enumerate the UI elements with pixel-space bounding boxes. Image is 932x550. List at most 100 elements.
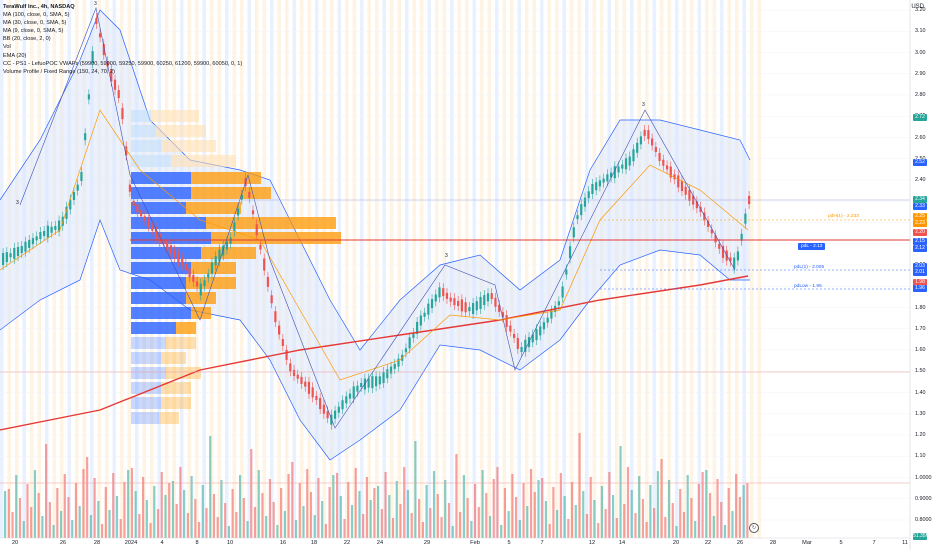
volume-bar: [511, 474, 514, 538]
volume-bar: [500, 525, 503, 538]
volume-bar: [395, 481, 398, 538]
peak-mark: 3: [445, 253, 448, 259]
price-tick-label: 2.90: [915, 70, 926, 77]
volume-bar: [399, 504, 402, 538]
candle-body: [229, 237, 232, 244]
volume-bar: [343, 519, 346, 538]
candle-body: [550, 310, 553, 319]
session-stripe: [757, 0, 761, 538]
volume-bar: [250, 449, 253, 538]
candle-body: [416, 321, 419, 334]
candle-body: [434, 294, 437, 302]
candle-body: [300, 376, 303, 384]
volume-bar: [45, 444, 48, 538]
volume-bar: [559, 473, 562, 538]
volume-bar: [194, 499, 197, 538]
candle-body: [13, 247, 16, 259]
candle-body: [140, 210, 143, 217]
legend-vwap[interactable]: CC - PS1 - LefuoPOC VWAPs (59900, 59900,…: [3, 60, 243, 67]
volume-bar: [205, 508, 208, 538]
candle-body: [274, 311, 277, 323]
session-stripe: [382, 0, 386, 538]
candle-body: [98, 33, 102, 38]
price-tick-label: 1.40: [915, 389, 926, 396]
legend-bb[interactable]: BB (20, close, 2, 0): [3, 36, 51, 43]
session-stripe: [525, 0, 529, 538]
volume-bar: [436, 494, 439, 538]
candle-body: [710, 229, 713, 234]
volume-bar: [533, 492, 536, 538]
zigzag-line: [19, 6, 736, 429]
candle-body: [509, 325, 512, 332]
volume-bar: [492, 479, 495, 538]
legend-vol[interactable]: Vol: [3, 44, 11, 51]
legend-ma30[interactable]: MA (30, close, 0, SMA, 5): [3, 20, 67, 27]
pdlow-line-label: pdLow - 1.95: [794, 284, 822, 289]
time-tick-label: 28: [769, 540, 777, 546]
price-tick-label: 3.10: [915, 28, 926, 35]
candle-body: [662, 159, 665, 166]
legend-ema[interactable]: EMA (20): [3, 52, 27, 59]
volume-bar: [414, 441, 417, 538]
candle-body: [5, 252, 8, 263]
candle-body: [207, 273, 210, 278]
volume-bar: [664, 517, 667, 538]
candle-body: [714, 235, 717, 243]
candle-body: [281, 339, 284, 346]
volume-bar: [731, 511, 734, 538]
volume-bar: [600, 486, 603, 538]
candle-body: [524, 339, 527, 352]
session-stripe: [112, 0, 116, 538]
volume-bar: [429, 508, 432, 538]
volume-bar: [470, 521, 473, 538]
candle-body: [16, 247, 20, 257]
volume-bar: [313, 515, 316, 538]
candle-body: [311, 387, 314, 398]
candle-body: [464, 302, 467, 313]
legend-ma9[interactable]: MA (9, close, 0, SMA, 5): [3, 28, 64, 35]
candle-body: [479, 296, 482, 309]
candle-body: [624, 158, 628, 170]
currency-badge[interactable]: USD: [911, 4, 924, 10]
candle-body: [214, 256, 217, 266]
candle-body: [494, 297, 497, 307]
candle-body: [386, 369, 389, 379]
volume-bar: [537, 480, 540, 538]
volume-bar: [246, 521, 249, 538]
candle-body: [744, 213, 747, 224]
volume-profile-down: [161, 382, 191, 394]
candle-body: [576, 215, 579, 220]
volume-profile-up: [131, 337, 166, 349]
volume-bar: [291, 462, 294, 538]
candle-body: [583, 197, 587, 207]
volume-bar: [209, 436, 212, 538]
session-stripe: [652, 0, 656, 538]
volume-bar: [347, 482, 350, 538]
candle-body: [169, 245, 173, 255]
price-tick-label: 0.9000: [915, 495, 932, 502]
session-stripe: [682, 0, 686, 538]
volume-profile-down: [156, 125, 206, 137]
candle-body: [397, 358, 400, 367]
volume-bar: [175, 504, 178, 538]
pdl-callout[interactable]: pdL - 2.13: [798, 243, 826, 250]
refresh-icon[interactable]: ↻: [749, 523, 759, 533]
legend-ma100[interactable]: MA (100, close, 0, SMA, 5): [3, 12, 70, 19]
candle-body: [326, 411, 329, 419]
candle-body: [345, 396, 348, 404]
volume-bar: [369, 500, 372, 538]
session-stripe: [105, 0, 109, 538]
candle-body: [233, 222, 236, 232]
volume-bar: [518, 520, 521, 538]
volume-bar: [22, 521, 25, 538]
candle-body: [173, 250, 176, 258]
candle-body: [639, 136, 643, 145]
legend-volume-profile[interactable]: Volume Profile / Fixed Range (150, 24, 7…: [3, 68, 115, 75]
session-stripe: [645, 0, 649, 538]
price-tag: 2.12: [913, 244, 927, 252]
symbol-title[interactable]: TeraWulf Inc., 4h, NASDAQ: [3, 4, 75, 10]
volume-bar: [82, 469, 85, 538]
candle-body: [445, 292, 449, 299]
